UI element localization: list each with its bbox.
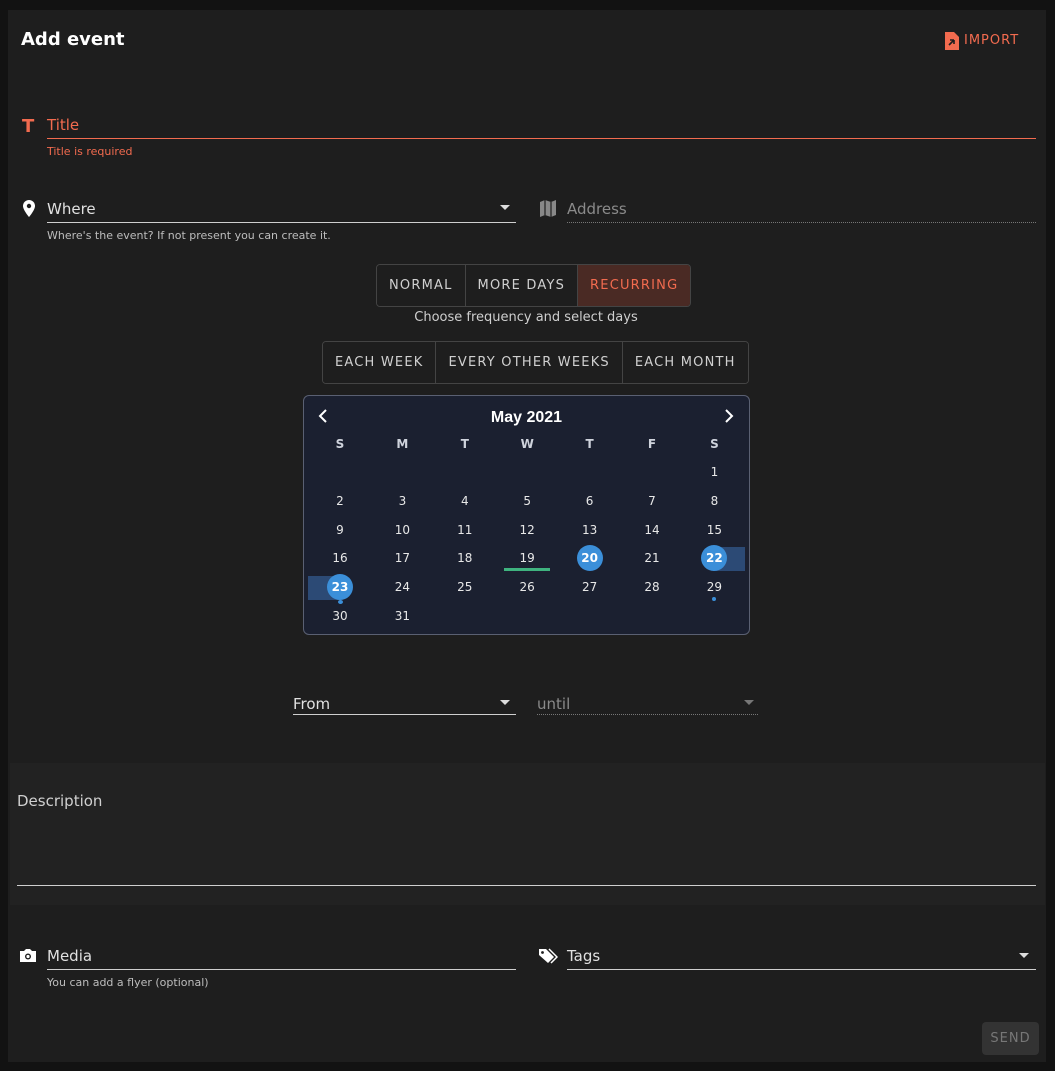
where-underline — [47, 222, 516, 223]
calendar-day[interactable]: 25 — [457, 580, 473, 595]
prev-month[interactable] — [318, 409, 328, 423]
weekday-label: S — [335, 437, 345, 451]
calendar-day[interactable]: 3 — [398, 493, 407, 508]
calendar-day[interactable]: 18 — [457, 551, 473, 566]
calendar-day[interactable]: 17 — [394, 551, 411, 566]
calendar-day[interactable]: 20 — [581, 551, 598, 566]
calendar-day[interactable]: 22 — [706, 551, 723, 566]
calendar-day[interactable]: 29 — [706, 580, 723, 595]
tags-dropdown[interactable] — [1019, 953, 1029, 959]
calendar: May 2021 S M T W T F S 1 2 3 4 5 6 7 8 9 10 11 12 13 14 15 16 1… — [303, 395, 750, 635]
frequency-button[interactable]: EVERY OTHER WEEKS — [436, 342, 623, 383]
calendar-day[interactable]: 5 — [523, 493, 531, 508]
weekday-label: W — [520, 437, 534, 451]
until-dropdown[interactable] — [744, 700, 754, 706]
calendar-day[interactable]: 31 — [394, 609, 411, 623]
title-icon: T — [22, 116, 35, 137]
until-underline — [537, 714, 758, 715]
calendar-day[interactable]: 27 — [581, 580, 598, 595]
calendar-day[interactable]: 4 — [460, 493, 469, 508]
calendar-day[interactable]: 16 — [332, 551, 348, 566]
calendar-day[interactable]: 28 — [644, 580, 660, 595]
calendar-day[interactable]: 24 — [394, 580, 411, 595]
calendar-day[interactable]: 13 — [581, 522, 598, 537]
event-type-group: NORMAL MORE DAYS RECURRING — [376, 264, 692, 307]
weekday-label: F — [647, 437, 657, 451]
from-underline — [293, 714, 516, 715]
title-input[interactable]: Title — [47, 116, 80, 134]
frequency-button[interactable]: EACH MONTH — [622, 342, 748, 383]
frequency-hint: Choose frequency and select days — [414, 310, 638, 325]
from-select[interactable]: From — [293, 695, 331, 713]
event-dot — [338, 600, 343, 604]
description-input[interactable]: Description — [17, 792, 103, 810]
import-icon — [945, 32, 959, 50]
address-underline — [567, 222, 1036, 223]
selected-day-marker — [327, 574, 353, 601]
form-title: Add event — [21, 29, 125, 50]
calendar-day[interactable]: 7 — [648, 493, 656, 508]
tags-select[interactable]: Tags — [567, 947, 601, 965]
event-type-button[interactable]: RECURRING — [578, 265, 691, 306]
tags-underline — [567, 969, 1036, 970]
event-dot — [712, 597, 716, 601]
weekday-label: T — [585, 437, 594, 451]
frequency-group: EACH WEEK EVERY OTHER WEEKS EACH MONTH — [322, 341, 749, 384]
calendar-day[interactable]: 2 — [336, 493, 344, 508]
title-error: Title is required — [47, 145, 133, 158]
calendar-day[interactable]: 10 — [394, 522, 411, 537]
calendar-day[interactable]: 9 — [336, 522, 344, 537]
tags-icon — [539, 948, 558, 964]
weekday-label: S — [710, 437, 719, 451]
calendar-day[interactable]: 11 — [457, 522, 473, 537]
address-input[interactable]: Address — [567, 200, 627, 218]
calendar-month: May 2021 — [490, 409, 563, 426]
selected-day-marker — [576, 545, 603, 572]
description-underline — [17, 885, 1036, 886]
weekday-label: T — [460, 437, 469, 451]
event-type-button[interactable]: MORE DAYS — [465, 265, 579, 306]
import-button[interactable]: IMPORT — [964, 33, 1020, 48]
weekday-label: M — [396, 437, 409, 451]
calendar-day[interactable]: 15 — [706, 522, 723, 537]
calendar-day[interactable]: 21 — [644, 551, 660, 566]
where-dropdown[interactable] — [500, 205, 510, 211]
media-input[interactable]: Media — [47, 947, 93, 965]
address-icon — [540, 200, 556, 217]
send-button[interactable]: SEND — [982, 1022, 1039, 1055]
event-type-button[interactable]: NORMAL — [377, 265, 466, 306]
where-icon — [23, 200, 35, 217]
calendar-day[interactable]: 23 — [331, 580, 349, 595]
calendar-day[interactable]: 8 — [710, 493, 719, 508]
calendar-day[interactable]: 12 — [519, 522, 535, 537]
until-select[interactable]: until — [537, 695, 571, 713]
calendar-day[interactable]: 30 — [332, 609, 348, 623]
calendar-day[interactable]: 19 — [519, 551, 535, 566]
today-underline — [504, 568, 551, 572]
selected-day-marker — [701, 545, 728, 572]
calendar-day[interactable]: 26 — [519, 580, 535, 595]
where-input[interactable]: Where — [47, 200, 96, 218]
media-icon — [20, 949, 36, 962]
description-box — [10, 763, 1045, 905]
calendar-day[interactable]: 1 — [710, 465, 719, 479]
frequency-button[interactable]: EACH WEEK — [323, 342, 437, 383]
calendar-day[interactable]: 14 — [644, 522, 660, 537]
calendar-day[interactable]: 6 — [585, 493, 594, 508]
from-dropdown[interactable] — [500, 700, 510, 706]
media-hint: You can add a flyer (optional) — [47, 976, 209, 989]
title-underline — [47, 138, 1036, 139]
next-month[interactable] — [724, 409, 734, 423]
where-hint: Where's the event? If not present you ca… — [47, 229, 331, 242]
media-underline — [47, 969, 516, 970]
